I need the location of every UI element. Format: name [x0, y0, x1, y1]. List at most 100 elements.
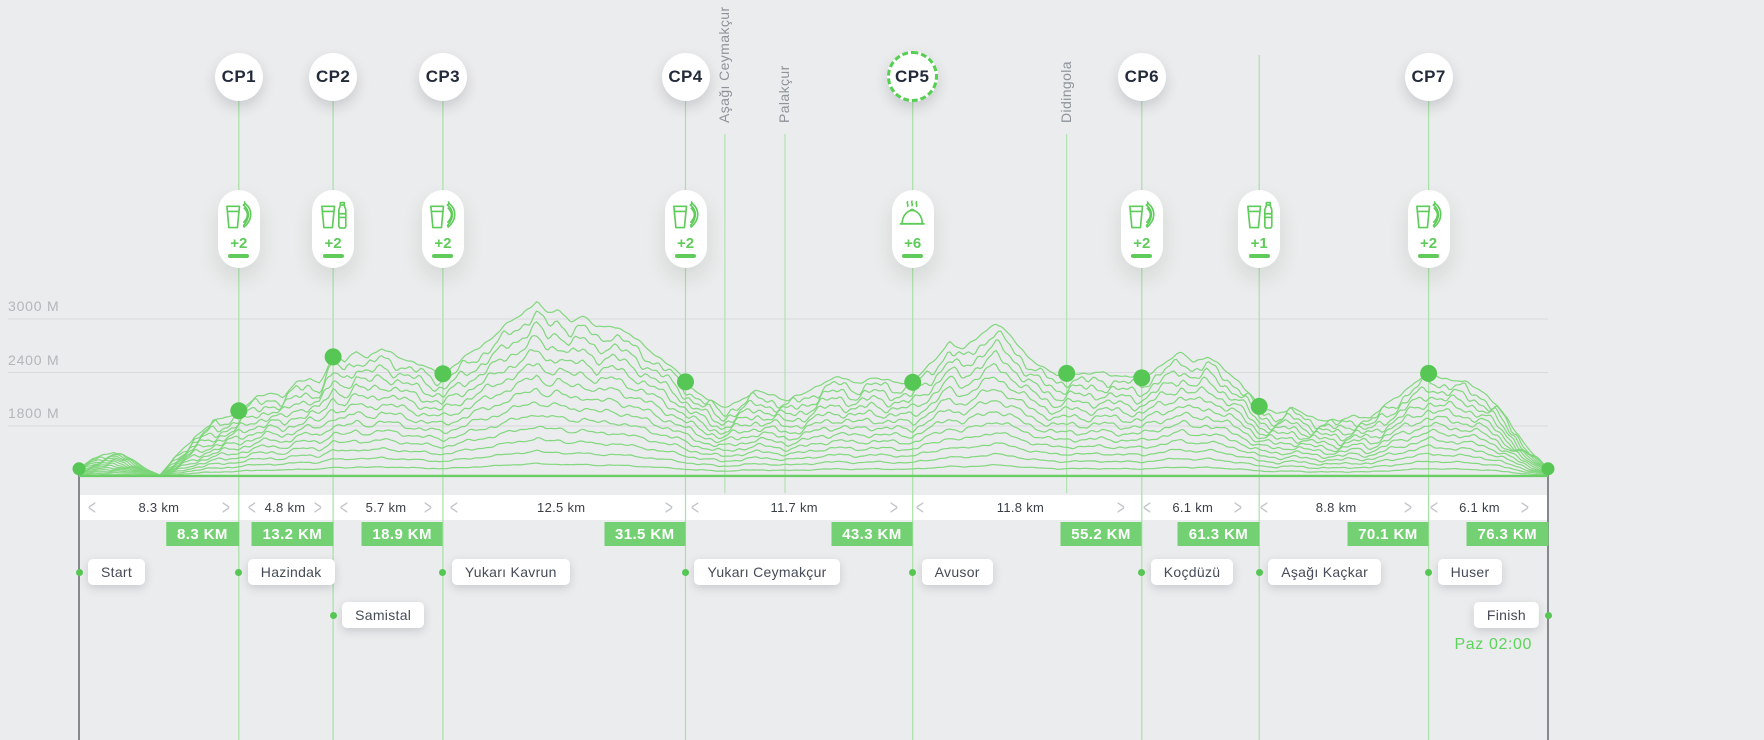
aid-extra-count-label: +2	[1133, 235, 1151, 252]
place-label: Yukarı Ceymakçur	[694, 559, 840, 585]
elevation-ridge-line	[78, 387, 1547, 477]
pass-label: Aşağı Ceymakçur	[715, 6, 732, 123]
elevation-axis-label: 1800 M	[8, 405, 60, 421]
distance-segment: <8.8 km >	[1251, 495, 1420, 520]
checkpoint-cp3[interactable]: CP3	[418, 53, 467, 101]
aid-station-pill[interactable]: +2	[1120, 190, 1163, 268]
segment-next-chevron-icon[interactable]: >	[423, 495, 432, 520]
segment-prev-chevron-icon[interactable]: <	[690, 495, 699, 520]
aid-extra-count[interactable]: +2	[432, 235, 454, 258]
place-dot	[1255, 569, 1263, 576]
aid-station-pill[interactable]: +6	[891, 190, 934, 268]
profile-point-dot	[677, 373, 694, 391]
profile-point-dot	[72, 462, 86, 476]
segment-prev-chevron-icon[interactable]: <	[915, 495, 924, 520]
segment-prev-chevron-icon[interactable]: <	[247, 495, 256, 520]
profile-point-dot	[324, 348, 342, 366]
distance-segment: <6.1 km >	[1421, 495, 1538, 520]
aid-extra-count[interactable]: +2	[1131, 235, 1153, 258]
aid-extra-count[interactable]: +2	[228, 236, 250, 258]
distance-segment: <8.3 km >	[79, 495, 239, 520]
cup-icon-and-banana-icon	[223, 200, 254, 236]
aid-extra-count[interactable]: +2	[1418, 236, 1440, 258]
cumulative-km-badge: 61.3 KM	[1177, 522, 1260, 546]
elevation-ridge-line	[78, 425, 1547, 476]
count-underline	[1248, 254, 1270, 258]
aid-station-pill[interactable]: +2	[217, 190, 260, 268]
checkpoint-cp1[interactable]: CP1	[214, 53, 263, 101]
cup-icon-and-bottle-icon	[1244, 200, 1275, 236]
cumulative-km-badge: 18.9 KM	[361, 522, 443, 546]
elevation-axis-label: 3000 M	[8, 298, 60, 314]
segment-prev-chevron-icon[interactable]: <	[340, 495, 349, 520]
segment-next-chevron-icon[interactable]: >	[1234, 495, 1243, 520]
segment-prev-chevron-icon[interactable]: <	[88, 495, 96, 520]
checkpoint-cp7[interactable]: CP7	[1404, 53, 1453, 101]
elevation-ridge-line	[78, 363, 1547, 477]
profile-point-dot	[230, 402, 248, 420]
cumulative-km-badge: 31.5 KM	[604, 522, 686, 546]
cup-icon-and-banana-icon	[670, 200, 701, 236]
aid-station-pill[interactable]: +2	[1407, 190, 1450, 268]
segment-distance-label: 8.3 km	[138, 500, 180, 515]
segment-next-chevron-icon[interactable]: >	[664, 495, 673, 520]
aid-extra-count[interactable]: +2	[675, 236, 696, 258]
cup-icon-and-banana-icon	[427, 200, 458, 236]
place-label: Avusor	[921, 559, 993, 585]
distance-segment: <12.5 km >	[441, 495, 682, 520]
segment-distance-label: 4.8 km	[264, 500, 306, 515]
segment-prev-chevron-icon[interactable]: <	[1260, 495, 1269, 520]
segment-prev-chevron-icon[interactable]: <	[1143, 495, 1152, 520]
segment-distance-label: 5.7 km	[365, 500, 407, 515]
checkpoint-cp5[interactable]: CP5	[886, 51, 938, 102]
distance-segment: <5.7 km >	[331, 495, 441, 520]
cup-icon-and-banana-icon	[1413, 200, 1444, 236]
profile-point-dot	[1133, 369, 1151, 387]
aid-station-pill[interactable]: +1	[1238, 190, 1281, 268]
distance-segment: <11.8 km >	[907, 495, 1134, 520]
segment-next-chevron-icon[interactable]: >	[889, 495, 898, 520]
aid-station-pill[interactable]: +2	[664, 190, 707, 268]
segment-next-chevron-icon[interactable]: >	[1403, 495, 1412, 520]
profile-point-dot	[1250, 397, 1268, 415]
segment-next-chevron-icon[interactable]: >	[314, 495, 323, 520]
count-underline	[228, 254, 250, 258]
aid-extra-count[interactable]: +6	[902, 236, 924, 258]
elevation-ridge-line	[78, 334, 1547, 476]
elevation-ridge-line	[78, 374, 1547, 477]
count-underline	[902, 254, 924, 258]
segment-prev-chevron-icon[interactable]: <	[1429, 495, 1438, 520]
place-label: Hazindak	[247, 559, 335, 585]
elevation-ridge-line	[78, 401, 1547, 477]
segment-next-chevron-icon[interactable]: >	[1521, 495, 1530, 520]
cumulative-km-badge: 76.3 KM	[1466, 522, 1548, 546]
profile-point-dot	[1420, 364, 1438, 382]
profile-point-dot	[1058, 364, 1076, 382]
checkpoint-cp2[interactable]: CP2	[309, 53, 358, 101]
distance-segment: <6.1 km >	[1134, 495, 1251, 520]
segment-next-chevron-icon[interactable]: >	[1117, 495, 1126, 520]
aid-extra-count[interactable]: +1	[1248, 236, 1270, 258]
cumulative-km-badge: 13.2 KM	[251, 522, 334, 546]
checkpoint-cp6[interactable]: CP6	[1117, 53, 1166, 101]
elevation-ridge-line	[78, 449, 1547, 476]
place-dot	[439, 569, 447, 576]
segment-prev-chevron-icon[interactable]: <	[449, 495, 458, 520]
elevation-ridge-line	[78, 300, 1547, 476]
place-label: Koçdüzü	[1150, 559, 1234, 585]
elevation-ridge-line	[78, 414, 1547, 476]
elevation-ridge-line	[78, 462, 1547, 476]
aid-extra-count-label: +2	[434, 235, 452, 252]
aid-station-pill[interactable]: +2	[312, 190, 355, 268]
place-label: Huser	[1437, 559, 1503, 585]
aid-station-pill[interactable]: +2	[421, 190, 464, 268]
place-dot	[1544, 612, 1552, 619]
aid-extra-count[interactable]: +2	[322, 235, 344, 258]
aid-extra-count-label: +2	[324, 235, 342, 252]
segment-next-chevron-icon[interactable]: >	[221, 495, 230, 520]
pass-label: Palakçur	[776, 65, 792, 123]
elevation-ridge-line	[78, 349, 1547, 477]
place-label: Finish	[1473, 602, 1539, 628]
checkpoint-cp4[interactable]: CP4	[661, 53, 710, 101]
place-label: Samistal	[342, 602, 425, 628]
